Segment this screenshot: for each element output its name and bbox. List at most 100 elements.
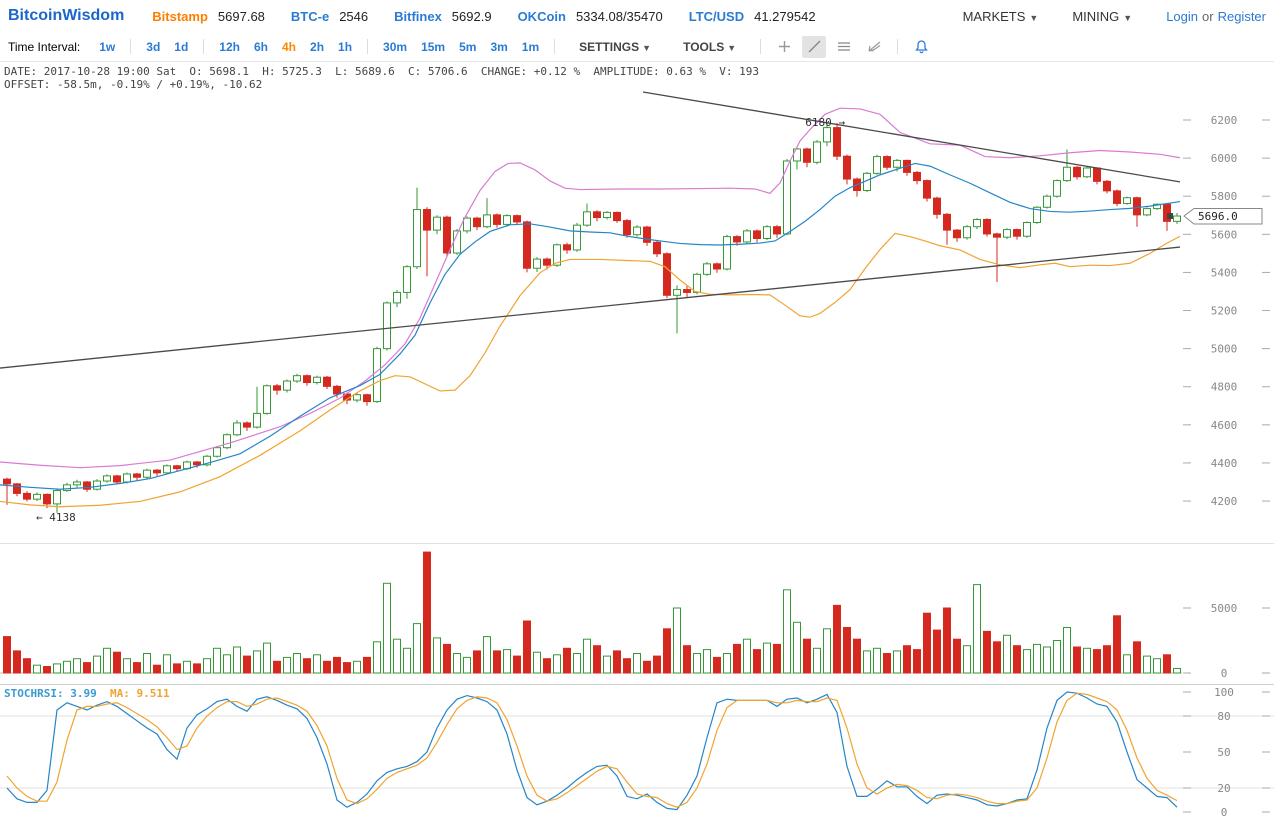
volume-bar — [953, 638, 961, 674]
settings-dropdown[interactable]: SETTINGS ▼ — [579, 39, 652, 54]
volume-bar — [353, 660, 361, 674]
volume-bar — [713, 656, 721, 674]
trendlines-layer[interactable] — [0, 91, 1181, 369]
volume-bar — [663, 628, 671, 674]
svg-text:20: 20 — [1217, 782, 1230, 795]
candle-body — [893, 159, 901, 168]
interval-1d[interactable]: 1d — [174, 39, 189, 54]
mining-menu[interactable]: MINING ▼ — [1072, 8, 1133, 24]
trendline-tool-icon[interactable] — [802, 35, 827, 58]
interval-4h-active[interactable]: 4h — [282, 39, 297, 54]
ticker-okcoin: OKCoin 5334.08/35470 — [518, 9, 663, 24]
annotations-layer: 6180 → ← 4138 — [36, 116, 845, 524]
candle-body — [1093, 167, 1101, 182]
volume-bar — [933, 629, 941, 674]
interval-1m[interactable]: 1m — [521, 39, 540, 54]
ohlc-info-line: DATE: 2017-10-28 19:00 Sat O: 5698.1 H: … — [4, 65, 759, 78]
candle-body — [823, 127, 831, 143]
volume-bar — [803, 638, 811, 674]
ticker-bitfinex: Bitfinex 5692.9 — [394, 9, 491, 24]
volume-bar — [923, 612, 931, 674]
interval-2h[interactable]: 2h — [310, 39, 325, 54]
interval-15m[interactable]: 15m — [421, 39, 446, 54]
interval-30m[interactable]: 30m — [383, 39, 408, 54]
volume-bar — [443, 643, 451, 674]
svg-text:5600: 5600 — [1211, 228, 1238, 241]
candle-body — [293, 375, 301, 382]
volume-bar — [363, 656, 371, 674]
alert-bell-icon[interactable] — [909, 36, 933, 58]
svg-text:5696.0: 5696.0 — [1198, 210, 1238, 223]
ticker-okcoin-link[interactable]: OKCoin — [517, 8, 566, 24]
candle-body — [323, 376, 331, 387]
ticker-ltcusd-price: 41.279542 — [754, 8, 816, 24]
candle-body — [213, 447, 221, 457]
volume-bar — [263, 642, 271, 674]
fib-arrow-tool-icon[interactable] — [862, 36, 886, 58]
svg-text:100: 100 — [1214, 686, 1234, 699]
volume-bar — [403, 647, 411, 674]
ticker-ltcusd-link[interactable]: LTC/USD — [688, 8, 745, 24]
candle-body — [143, 469, 151, 478]
volume-bar — [1133, 641, 1141, 674]
ticker-bitstamp-link[interactable]: Bitstamp — [152, 8, 208, 24]
svg-text:0: 0 — [1221, 806, 1228, 818]
volume-bar — [473, 650, 481, 674]
trendline — [642, 91, 1181, 183]
trading-chart-canvas[interactable]: 6200600058005600540052005000480046004400… — [0, 62, 1274, 818]
volume-bar — [453, 653, 461, 674]
volume-bar — [1053, 640, 1061, 674]
interval-12h[interactable]: 12h — [219, 39, 240, 54]
ticker-btce-price: 2546 — [339, 8, 369, 24]
header-right: MARKETS ▼ MINING ▼ Login or Register — [963, 9, 1266, 24]
volume-bar — [1173, 667, 1181, 674]
interval-5m[interactable]: 5m — [459, 39, 477, 54]
volume-bar — [993, 641, 1001, 674]
candle-body — [363, 394, 371, 403]
interval-6h[interactable]: 6h — [253, 39, 268, 54]
ticker-btce-link[interactable]: BTC-e — [290, 8, 330, 24]
candle-body — [1103, 180, 1111, 192]
volume-bar — [623, 658, 631, 674]
volume-bar — [1093, 649, 1101, 674]
candle-body — [273, 385, 281, 391]
candle-body — [653, 241, 661, 255]
volume-bar — [1073, 646, 1081, 674]
candle-body — [333, 385, 341, 395]
volume-bar — [603, 655, 611, 674]
interval-1w[interactable]: 1w — [99, 39, 116, 54]
markets-menu[interactable]: MARKETS ▼ — [962, 8, 1039, 24]
ticker-bitfinex-link[interactable]: Bitfinex — [394, 8, 442, 24]
tools-dropdown[interactable]: TOOLS ▼ — [683, 39, 737, 54]
chevron-down-icon: ▼ — [1029, 12, 1039, 23]
register-link[interactable]: Register — [1217, 8, 1266, 24]
volume-bar — [193, 663, 201, 674]
volume-bar — [413, 623, 421, 674]
login-link[interactable]: Login — [1166, 8, 1199, 24]
candle-body — [1083, 167, 1091, 178]
candle-body — [883, 156, 891, 168]
volume-bar — [883, 653, 891, 674]
volume-bar — [153, 664, 161, 674]
volume-bar — [83, 662, 91, 674]
interval-1h[interactable]: 1h — [338, 39, 353, 54]
candle-body — [413, 209, 421, 268]
volume-bar — [343, 662, 351, 674]
volume-bar — [1103, 645, 1111, 674]
interval-3m[interactable]: 3m — [490, 39, 508, 54]
ticker-bitstamp-price: 5697.68 — [217, 8, 265, 24]
candle-body — [233, 422, 241, 436]
volume-bar — [1033, 643, 1041, 674]
svg-text:5000: 5000 — [1211, 602, 1238, 615]
cross-tool-icon[interactable] — [772, 36, 796, 58]
candle-body — [153, 469, 161, 474]
candle-body — [193, 461, 201, 466]
volume-bar — [1113, 615, 1121, 674]
volume-bar — [463, 656, 471, 674]
candle-body — [913, 171, 921, 182]
candle-body — [433, 216, 441, 231]
interval-3d[interactable]: 3d — [146, 39, 161, 54]
site-logo[interactable]: BitcoinWisdom — [8, 7, 125, 24]
candle-body — [133, 473, 141, 478]
horizontal-lines-tool-icon[interactable] — [832, 36, 856, 58]
